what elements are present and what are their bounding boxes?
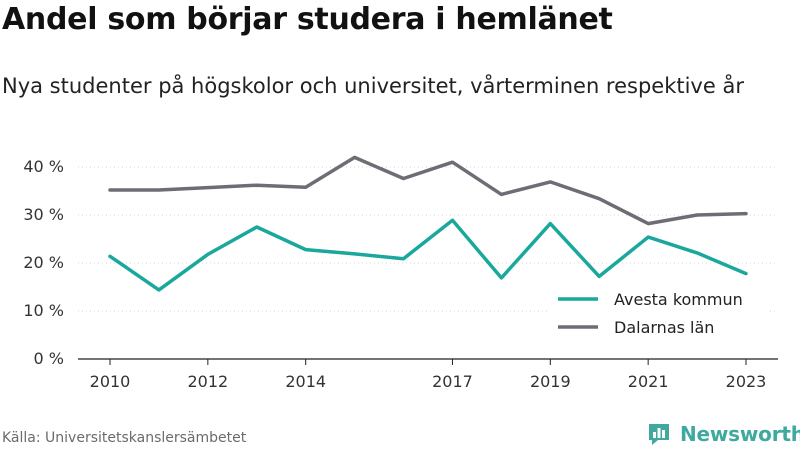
line-chart: 0 % 10 % 20 % 30 % 40 % 2010 2012 2014 2017 2019… (23, 155, 778, 391)
x-tick-label: 2012 (187, 372, 228, 391)
y-axis-labels: 0 % 10 % 20 % 30 % 40 % (23, 157, 64, 368)
legend-background (548, 282, 768, 344)
x-tick-label: 2010 (90, 372, 131, 391)
x-axis (78, 358, 778, 365)
series-lines (108, 155, 748, 292)
x-axis-labels: 2010 2012 2014 2017 2019 2021 2023 (90, 372, 767, 391)
chart-subtitle: Nya studenter på högskolor och universit… (2, 74, 744, 98)
series-line-2 (108, 155, 748, 226)
source-note: Källa: Universitetskanslersämbetet (2, 430, 247, 446)
x-tick-label: 2017 (432, 372, 473, 391)
x-tick-label: 2019 (530, 372, 571, 391)
y-tick-label: 30 % (23, 205, 64, 224)
legend-label: Dalarnas län (614, 318, 714, 337)
y-tick-label: 40 % (23, 157, 64, 176)
chart-title: Andel som börjar studera i hemlänet (2, 2, 613, 37)
series-line-1 (108, 218, 748, 292)
bar-chart-badge-icon (649, 424, 669, 445)
y-tick-label: 10 % (23, 301, 64, 320)
brand-logo: Newsworthy (646, 420, 800, 448)
brand-name: Newsworthy (680, 422, 800, 446)
x-tick-label: 2014 (285, 372, 326, 391)
legend-label: Avesta kommun (614, 290, 743, 309)
y-tick-label: 20 % (23, 253, 64, 272)
y-tick-label: 0 % (34, 349, 64, 368)
x-tick-label: 2021 (628, 372, 669, 391)
legend: Avesta kommun Dalarnas län (548, 282, 768, 344)
x-tick-label: 2023 (726, 372, 767, 391)
